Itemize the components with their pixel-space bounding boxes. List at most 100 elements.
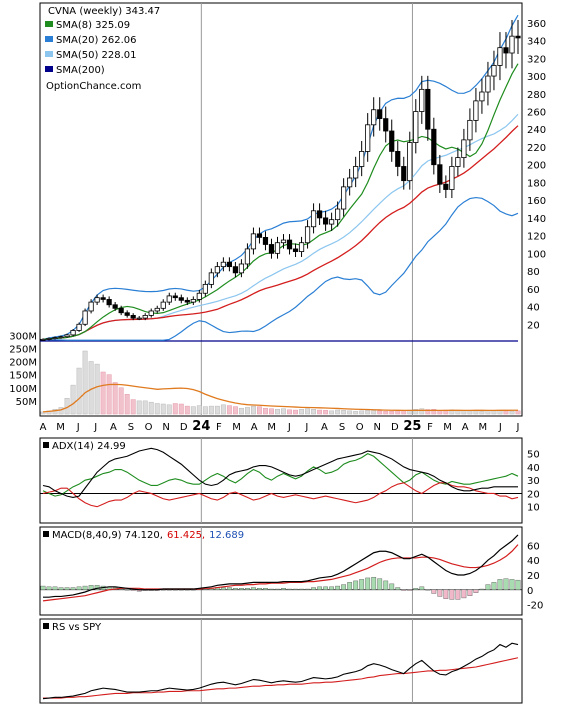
macd-histogram-bar	[503, 578, 509, 590]
candle-body	[298, 242, 305, 252]
candle-body	[449, 166, 455, 190]
x-tick-label: M	[267, 422, 276, 433]
macd-legend: MACD(8,40,9) 74.120, 61.425, 12.689	[43, 530, 244, 541]
candle-body	[485, 75, 491, 93]
legend-swatch-adx	[43, 442, 49, 448]
x-tick-label: 24	[192, 419, 210, 434]
legend-sma50: SMA(50) 228.01	[56, 50, 137, 61]
macd-signal-line	[42, 544, 519, 602]
macd-histogram-bar	[287, 588, 292, 590]
candle-body	[148, 310, 154, 316]
volume-tick-label: 250M	[9, 344, 37, 355]
macd-histogram-bar	[251, 587, 256, 590]
macd-histogram-bar	[226, 587, 232, 590]
macd-histogram-bar	[467, 589, 473, 596]
x-tick-label: N	[162, 422, 169, 433]
volume-bar	[178, 403, 184, 415]
candle-body	[244, 248, 251, 265]
volume-bar	[244, 407, 250, 415]
candle-body	[130, 315, 136, 319]
candle-body	[407, 142, 413, 182]
candle-body	[64, 334, 70, 338]
rs-average-line	[43, 657, 519, 699]
legend-swatch-sma20	[45, 36, 53, 42]
candle-body	[419, 88, 425, 112]
adx-plus-di-line	[42, 452, 519, 497]
macd-histogram-bar	[365, 577, 371, 590]
candle-body	[359, 151, 365, 167]
price-tick-label: 180	[527, 178, 546, 189]
macd-histogram-bar	[245, 588, 250, 590]
adx-tick-label: 40	[527, 463, 540, 474]
volume-average-line	[42, 383, 518, 413]
x-tick-label: M	[56, 422, 65, 433]
adx-legend: ADX(14) 24.99	[43, 441, 126, 452]
price-tick-label: 160	[527, 196, 546, 207]
macd-histogram-bar	[275, 588, 280, 590]
volume-bar	[106, 374, 112, 415]
volume-bar	[299, 409, 304, 415]
x-tick-label: A	[40, 422, 47, 433]
candle-body	[142, 315, 148, 319]
macd-line	[43, 534, 519, 598]
candle-body	[389, 130, 395, 152]
candle-body	[220, 261, 226, 268]
price-tick-label: 320	[527, 54, 546, 65]
volume-bar	[383, 411, 389, 415]
macd-histogram-bar	[130, 589, 136, 591]
candle-body	[413, 111, 419, 143]
macd-histogram-bar	[485, 584, 491, 590]
macd-histogram-bar	[449, 589, 455, 600]
x-tick-label: A	[251, 422, 258, 433]
volume-bar	[82, 350, 88, 415]
candle-body	[515, 35, 521, 39]
volume-bar	[263, 407, 268, 415]
macd-histogram-bar	[64, 587, 70, 590]
volume-bar	[359, 410, 365, 415]
candle-body	[250, 233, 257, 250]
candle-body	[286, 239, 293, 250]
macd-histogram-bar	[461, 589, 467, 599]
macd-histogram-bar	[491, 582, 497, 590]
candle-body	[377, 109, 383, 120]
price-tick-label: 340	[527, 37, 546, 48]
candle-body	[136, 317, 142, 320]
macd-histogram-bar	[455, 589, 461, 600]
x-tick-label: O	[145, 422, 153, 433]
volume-bar	[371, 410, 377, 415]
x-tick-label: S	[128, 422, 134, 433]
x-tick-label: F	[427, 422, 433, 433]
sma8-line	[42, 63, 519, 340]
legend-swatch-rs	[43, 623, 49, 629]
volume-bar	[100, 371, 106, 415]
x-tick-label: M	[478, 422, 487, 433]
macd-tick-label: 0	[527, 586, 533, 597]
candle-body	[335, 208, 341, 221]
candle-body	[82, 310, 88, 325]
candle-body	[455, 157, 461, 167]
volume-bar	[353, 411, 359, 415]
volume-bar	[269, 408, 274, 415]
volume-bar	[311, 409, 317, 415]
price-tick-label: 240	[527, 125, 546, 136]
macd-histogram-bar	[419, 586, 425, 590]
macd-histogram-bar	[118, 588, 124, 590]
price-tick-label: 280	[527, 90, 546, 101]
volume-bar	[94, 363, 100, 415]
price-tick-label: 360	[527, 19, 546, 30]
watermark: OptionChance.com	[46, 81, 141, 92]
x-tick-label: J	[498, 422, 502, 433]
x-tick-label: M	[232, 422, 241, 433]
candle-body	[365, 124, 371, 152]
candle-body	[118, 307, 124, 314]
macd-histogram-bar	[395, 587, 401, 590]
volume-bar	[148, 401, 154, 415]
macd-histogram-bar	[383, 580, 389, 590]
macd-histogram-bar	[166, 589, 172, 591]
macd-panel-frame	[39, 526, 523, 616]
macd-histogram-bar	[515, 579, 521, 590]
volume-bar	[250, 405, 256, 415]
volume-tick-label: 200M	[9, 358, 37, 369]
candle-body	[425, 88, 431, 130]
legend-swatch-macd	[43, 531, 49, 537]
